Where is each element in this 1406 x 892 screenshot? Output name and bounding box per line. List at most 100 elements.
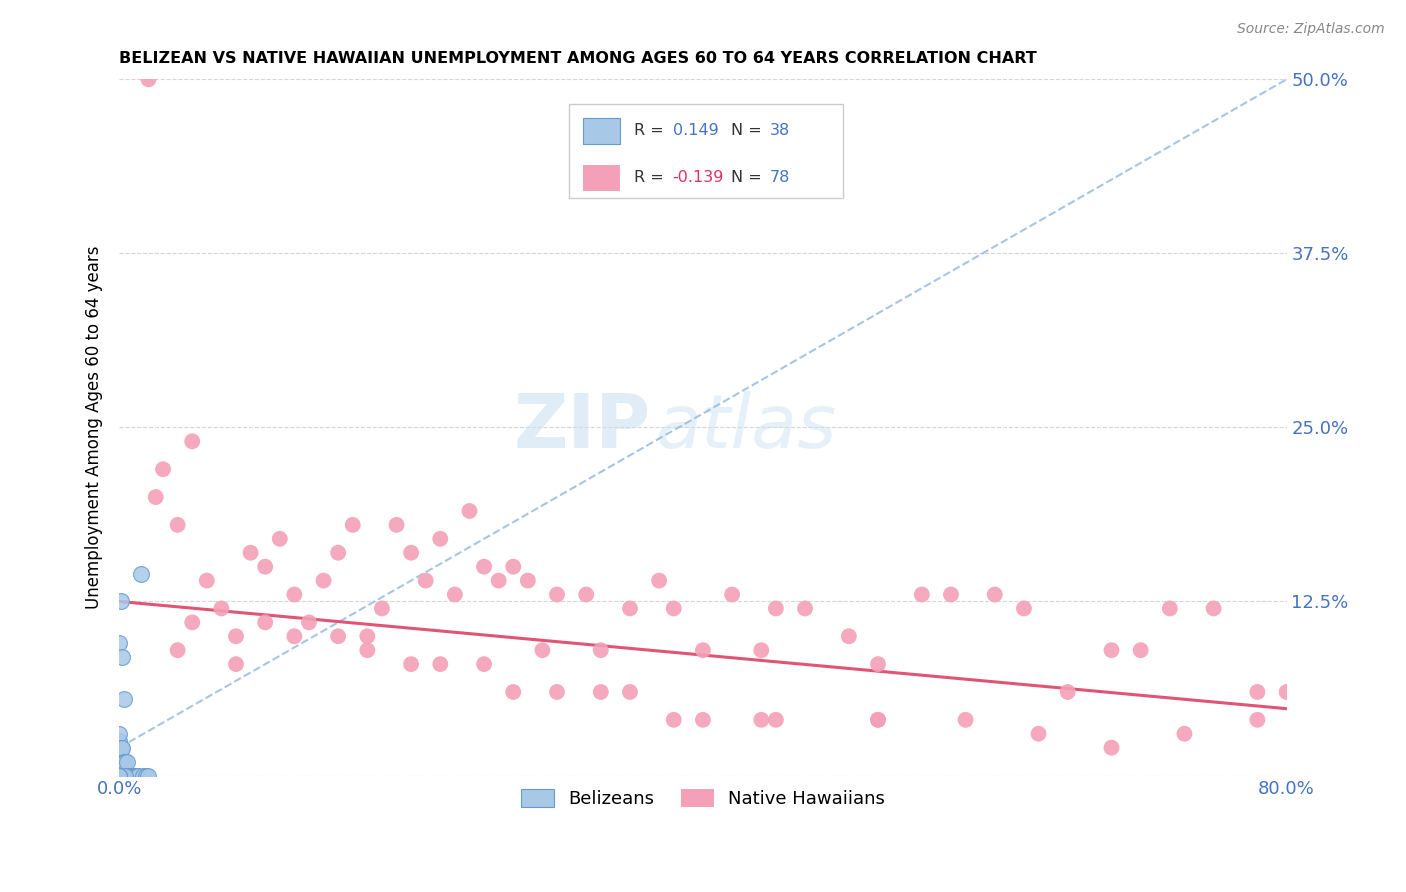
- Point: [516, 574, 538, 588]
- Point: [283, 629, 305, 643]
- Point: [429, 532, 451, 546]
- Point: [502, 685, 524, 699]
- Point: [575, 587, 598, 601]
- Point: [152, 462, 174, 476]
- Point: [111, 755, 134, 769]
- Point: [108, 768, 131, 782]
- Point: [108, 727, 131, 741]
- Text: ZIP: ZIP: [513, 391, 651, 464]
- Point: [117, 768, 139, 782]
- Point: [1246, 713, 1268, 727]
- Text: 0.149: 0.149: [672, 123, 718, 138]
- Point: [108, 636, 131, 650]
- Point: [108, 762, 131, 776]
- FancyBboxPatch shape: [582, 165, 620, 191]
- Point: [108, 733, 131, 747]
- Point: [939, 587, 962, 601]
- Point: [108, 768, 131, 782]
- Point: [984, 587, 1007, 601]
- Point: [1012, 601, 1035, 615]
- Point: [765, 713, 787, 727]
- Point: [1246, 685, 1268, 699]
- Point: [866, 657, 889, 672]
- Point: [1101, 740, 1123, 755]
- Point: [181, 615, 204, 630]
- Point: [866, 713, 889, 727]
- Point: [110, 594, 132, 608]
- Point: [692, 643, 714, 657]
- Text: R =: R =: [634, 170, 669, 186]
- Point: [283, 587, 305, 601]
- Point: [444, 587, 467, 601]
- Point: [356, 643, 378, 657]
- Point: [312, 574, 335, 588]
- Legend: Belizeans, Native Hawaiians: Belizeans, Native Hawaiians: [513, 781, 891, 815]
- Point: [110, 740, 132, 755]
- Point: [415, 574, 437, 588]
- Point: [356, 629, 378, 643]
- Point: [145, 490, 167, 504]
- Point: [118, 768, 141, 782]
- Point: [122, 768, 145, 782]
- Text: 38: 38: [769, 123, 790, 138]
- Point: [749, 713, 772, 727]
- Point: [1028, 727, 1050, 741]
- Point: [1275, 685, 1298, 699]
- Point: [546, 587, 568, 601]
- Point: [166, 517, 188, 532]
- Point: [531, 643, 554, 657]
- Point: [399, 657, 422, 672]
- Point: [135, 768, 157, 782]
- Point: [138, 72, 160, 87]
- Text: atlas: atlas: [657, 392, 838, 464]
- Point: [619, 685, 641, 699]
- Point: [1173, 727, 1195, 741]
- Point: [239, 546, 262, 560]
- Text: N =: N =: [731, 123, 766, 138]
- Point: [838, 629, 860, 643]
- Point: [1101, 643, 1123, 657]
- Point: [371, 601, 394, 615]
- Point: [225, 657, 247, 672]
- Text: R =: R =: [634, 123, 669, 138]
- Point: [794, 601, 817, 615]
- Point: [502, 559, 524, 574]
- Point: [115, 755, 138, 769]
- Point: [721, 587, 744, 601]
- Point: [209, 601, 232, 615]
- Text: -0.139: -0.139: [672, 170, 724, 186]
- Point: [589, 643, 612, 657]
- Point: [472, 559, 495, 574]
- Point: [138, 768, 160, 782]
- Point: [254, 559, 277, 574]
- Point: [1202, 601, 1225, 615]
- Point: [166, 643, 188, 657]
- Point: [108, 768, 131, 782]
- Point: [114, 768, 136, 782]
- Point: [749, 643, 772, 657]
- Point: [181, 434, 204, 449]
- Point: [124, 768, 146, 782]
- Point: [619, 601, 641, 615]
- Point: [328, 546, 350, 560]
- Text: 78: 78: [769, 170, 790, 186]
- Point: [589, 685, 612, 699]
- Point: [108, 755, 131, 769]
- Point: [112, 768, 135, 782]
- Point: [399, 546, 422, 560]
- Point: [114, 755, 136, 769]
- Point: [131, 768, 153, 782]
- Point: [866, 713, 889, 727]
- Point: [120, 768, 142, 782]
- FancyBboxPatch shape: [568, 103, 844, 198]
- Point: [110, 755, 132, 769]
- FancyBboxPatch shape: [582, 118, 620, 144]
- Point: [114, 768, 136, 782]
- Point: [110, 768, 132, 782]
- Point: [121, 768, 143, 782]
- Point: [692, 713, 714, 727]
- Point: [127, 768, 149, 782]
- Point: [328, 629, 350, 643]
- Point: [115, 768, 138, 782]
- Point: [662, 601, 685, 615]
